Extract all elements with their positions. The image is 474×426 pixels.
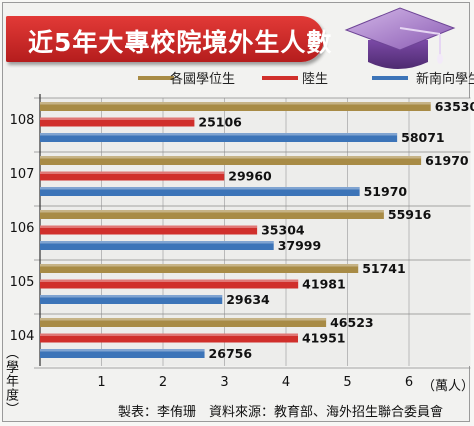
bar-highlight: [40, 156, 422, 159]
legend-swatch-red: [262, 76, 298, 80]
y-category-label: 108: [10, 113, 35, 128]
legend-label: 各國學位生: [170, 72, 236, 87]
bar: [40, 117, 195, 127]
y-category-label: 106: [10, 221, 35, 236]
bar-highlight: [40, 225, 258, 228]
data-label: 37999: [278, 238, 322, 253]
bar: [40, 102, 431, 111]
data-label: 46523: [330, 315, 374, 330]
source-note: 製表：李侑珊 資料來源：教育部、海外招生聯合委員會: [118, 405, 444, 420]
bar: [40, 333, 298, 343]
data-label: 55916: [388, 207, 432, 222]
x-axis-unit: （萬人）: [422, 379, 474, 394]
bar: [40, 264, 359, 273]
y-category-label: 105: [10, 275, 35, 290]
bar-highlight: [40, 241, 274, 244]
legend-swatch-blue: [372, 76, 408, 80]
bar-highlight: [40, 117, 195, 120]
data-label: 51970: [364, 184, 408, 199]
chart-title: 近5年大專校院境外生人數: [28, 28, 333, 57]
bar-highlight: [40, 333, 298, 336]
x-tick-label: 2: [159, 375, 167, 390]
bar-highlight: [40, 349, 205, 352]
bar: [40, 156, 422, 165]
y-category-label: 104: [10, 329, 35, 344]
x-tick-label: 4: [282, 375, 290, 390]
bar-highlight: [40, 279, 299, 282]
bar: [40, 279, 299, 289]
bar-highlight: [40, 318, 327, 321]
x-tick-label: 5: [343, 375, 351, 390]
legend-label: 陸生: [302, 72, 329, 87]
bar: [40, 171, 225, 181]
data-label: 61970: [425, 153, 469, 168]
data-label: 26756: [209, 346, 253, 361]
bar-highlight: [40, 264, 359, 267]
data-label: 35304: [261, 223, 305, 238]
bar-highlight: [40, 210, 384, 213]
legend-label: 新南向學生: [416, 72, 474, 87]
bar-highlight: [40, 187, 360, 190]
y-axis-label: （學年度）: [3, 346, 18, 416]
bar: [40, 133, 398, 142]
data-label: 41981: [302, 277, 346, 292]
y-category-label: 107: [10, 167, 35, 182]
data-label: 58071: [401, 130, 445, 145]
bar-highlight: [40, 133, 398, 136]
bar-highlight: [40, 295, 223, 298]
data-label: 29634: [226, 292, 270, 307]
data-label: 51741: [362, 261, 406, 276]
title-banner: 近5年大專校院境外生人數: [6, 16, 331, 62]
bar: [40, 187, 360, 196]
x-tick-label: 3: [220, 375, 228, 390]
bar: [40, 295, 223, 304]
graduation-cap-icon: [344, 7, 456, 69]
bar: [40, 225, 258, 235]
data-label: 41951: [302, 331, 346, 346]
x-tick-label: 6: [405, 375, 413, 390]
bar-highlight: [40, 171, 225, 174]
data-label: 25106: [198, 115, 242, 130]
x-tick-label: 1: [97, 375, 105, 390]
bar-highlight: [40, 102, 431, 105]
bar: [40, 349, 205, 358]
bar: [40, 241, 274, 250]
bar: [40, 210, 384, 219]
data-label: 29960: [228, 169, 272, 184]
data-label: 63530: [435, 99, 474, 114]
bar: [40, 318, 327, 327]
legend-swatch-gold: [138, 76, 174, 80]
